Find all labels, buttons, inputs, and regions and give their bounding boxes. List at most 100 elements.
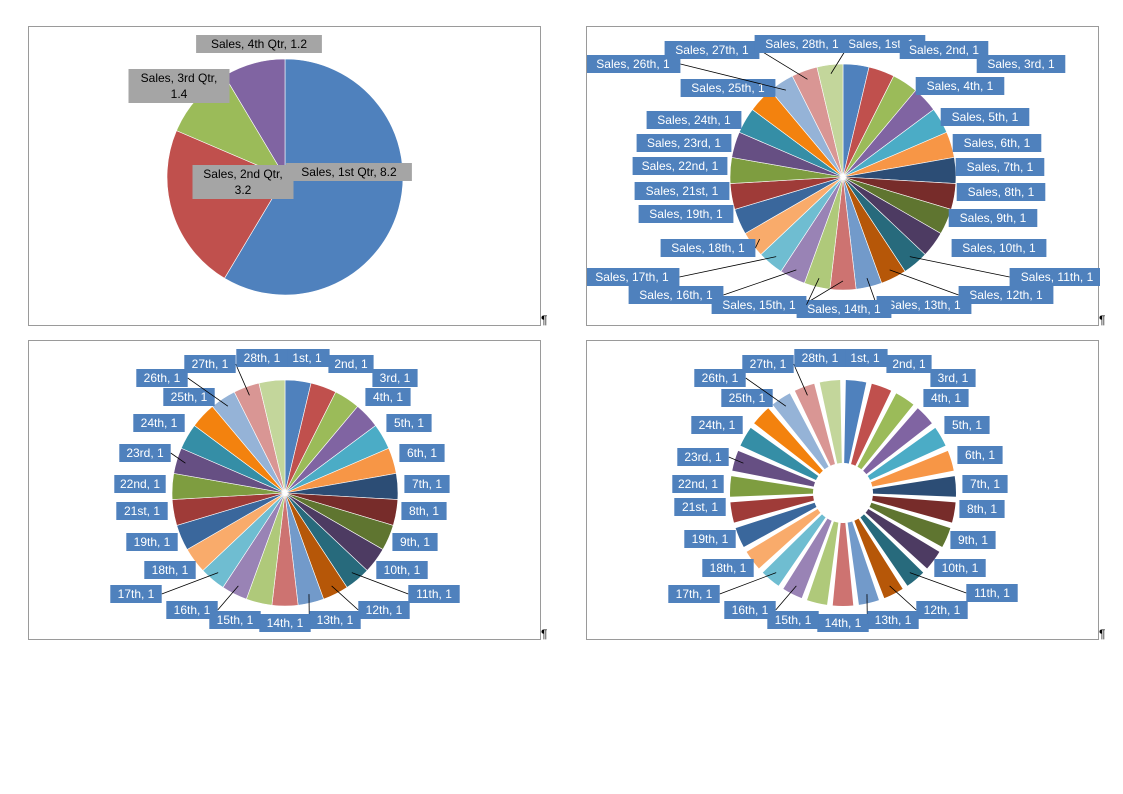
data-label-box bbox=[309, 611, 361, 629]
data-label-box bbox=[677, 448, 729, 466]
data-label-box bbox=[636, 134, 732, 152]
data-label: 25th, 1 bbox=[721, 389, 773, 407]
data-label: 2nd, 1 bbox=[328, 355, 374, 373]
data-label-box bbox=[236, 349, 288, 367]
data-label-box bbox=[110, 585, 162, 603]
data-label-text: 7th, 1 bbox=[970, 477, 1000, 491]
pie-chart-daily-short-labels: 1st, 1 2nd, 1 3rd, 1 4th, 1 5th, 1 6th, 1 7th,… bbox=[110, 349, 460, 632]
pie-slice-5th bbox=[867, 427, 946, 481]
data-label-box bbox=[126, 533, 178, 551]
data-label: 4th, 1 bbox=[923, 389, 969, 407]
data-label: 23rd, 1 bbox=[677, 448, 729, 466]
data-label: 10th, 1 bbox=[376, 561, 428, 579]
data-label-box bbox=[372, 369, 418, 387]
data-label-box bbox=[358, 601, 410, 619]
data-label-text: 13th, 1 bbox=[317, 613, 354, 627]
data-label-text: Sales, 4th, 1 bbox=[927, 79, 994, 93]
data-label: Sales, 25th, 1 bbox=[680, 79, 776, 97]
data-label-text: 18th, 1 bbox=[710, 561, 747, 575]
data-label: Sales, 28th, 1 bbox=[754, 35, 850, 53]
data-label-box bbox=[587, 55, 681, 73]
leader-line bbox=[351, 572, 409, 595]
leader-line bbox=[909, 256, 1010, 278]
data-label-text: 22nd, 1 bbox=[678, 477, 718, 491]
data-label-box bbox=[259, 614, 311, 632]
data-label-text: Sales, 3rd Qtr, bbox=[141, 71, 218, 85]
leader-line bbox=[775, 585, 797, 611]
data-label-text: 5th, 1 bbox=[394, 416, 424, 430]
data-label-text: 14th, 1 bbox=[825, 616, 862, 630]
leader-line bbox=[909, 572, 967, 594]
data-label: 14th, 1 bbox=[817, 614, 869, 632]
pie-slice-28th bbox=[816, 63, 844, 178]
pie-slice-21st bbox=[730, 495, 814, 523]
leader-line bbox=[331, 585, 359, 611]
data-label: Sales, 21st, 1 bbox=[634, 182, 730, 200]
data-label: Sales, 15th, 1 bbox=[711, 296, 807, 314]
pie-slice-25th bbox=[754, 408, 823, 475]
data-label-text: 22nd, 1 bbox=[120, 477, 160, 491]
data-label-box bbox=[867, 611, 919, 629]
data-label-text: 27th, 1 bbox=[750, 357, 787, 371]
data-label-box bbox=[404, 475, 450, 493]
data-label-box bbox=[916, 601, 968, 619]
data-label-box bbox=[632, 157, 728, 175]
data-label-box bbox=[691, 416, 743, 434]
data-label-text: 24th, 1 bbox=[699, 418, 736, 432]
data-label: 28th, 1 bbox=[794, 349, 846, 367]
data-label-text: Sales, 19th, 1 bbox=[649, 207, 723, 221]
data-label: 6th, 1 bbox=[399, 444, 445, 462]
data-label-box bbox=[163, 388, 215, 406]
pilcrow-mark: ¶ bbox=[541, 627, 548, 641]
data-label: 2nd, 1 bbox=[886, 355, 932, 373]
leader-line bbox=[723, 269, 797, 296]
data-label: 7th, 1 bbox=[404, 475, 450, 493]
data-label-box bbox=[638, 205, 734, 223]
data-label-box bbox=[948, 209, 1038, 227]
data-label-box bbox=[951, 239, 1047, 257]
data-label: Sales, 16th, 1 bbox=[628, 286, 724, 304]
data-label-text: 19th, 1 bbox=[134, 535, 171, 549]
data-label: Sales, 17th, 1 bbox=[587, 268, 680, 286]
data-label: Sales, 4th Qtr, 1.2 bbox=[196, 35, 322, 53]
data-label: 24th, 1 bbox=[691, 416, 743, 434]
data-label: 8th, 1 bbox=[959, 500, 1005, 518]
leader-line bbox=[235, 363, 250, 396]
data-label-text: Sales, 23rd, 1 bbox=[647, 136, 721, 150]
pie-slice-8th bbox=[872, 495, 956, 523]
data-label-box bbox=[166, 601, 218, 619]
data-label: Sales, 5th, 1 bbox=[940, 108, 1030, 126]
data-label: Sales, 7th, 1 bbox=[955, 158, 1045, 176]
data-label-text: Sales, 1st, 1 bbox=[848, 37, 914, 51]
data-label: Sales, 2nd, 1 bbox=[899, 41, 989, 59]
data-label-text: 11th, 1 bbox=[416, 587, 452, 601]
data-label: 1st, 1 bbox=[284, 349, 330, 367]
data-label: Sales, 12th, 1 bbox=[958, 286, 1054, 304]
chart-daily-sales-labeled: Sales, 1st, 1 Sales, 2nd, 1 Sales, 3rd, 1 S… bbox=[586, 26, 1100, 326]
leader-line bbox=[806, 277, 820, 306]
leader-line bbox=[679, 256, 777, 278]
data-label-text: Sales, 16th, 1 bbox=[639, 288, 713, 302]
pie-slice-15th bbox=[807, 521, 839, 605]
data-label-text: 8th, 1 bbox=[409, 504, 439, 518]
data-label: Sales, 1st Qtr, 8.2 bbox=[286, 163, 412, 181]
pie-slice-7th bbox=[872, 476, 956, 497]
leader-line bbox=[793, 363, 808, 396]
pie-slice-13th bbox=[847, 521, 879, 605]
leader-line bbox=[217, 585, 239, 611]
data-label-text: Sales, 18th, 1 bbox=[671, 241, 745, 255]
data-label-text: 23rd, 1 bbox=[126, 446, 164, 460]
data-label-text: 1st, 1 bbox=[292, 351, 322, 365]
data-label-box bbox=[399, 444, 445, 462]
data-label-text: 28th, 1 bbox=[244, 351, 281, 365]
data-label-text: 10th, 1 bbox=[942, 561, 979, 575]
data-label-box bbox=[842, 349, 888, 367]
data-label-text: 21st, 1 bbox=[124, 504, 160, 518]
data-label-text: Sales, 3rd, 1 bbox=[987, 57, 1055, 71]
data-label-box bbox=[128, 69, 230, 103]
pie-slice-12th bbox=[854, 518, 903, 599]
data-label: 15th, 1 bbox=[767, 611, 819, 629]
pie-slice-1st bbox=[844, 380, 867, 464]
data-label: 18th, 1 bbox=[144, 561, 196, 579]
data-label-text: 6th, 1 bbox=[407, 446, 437, 460]
